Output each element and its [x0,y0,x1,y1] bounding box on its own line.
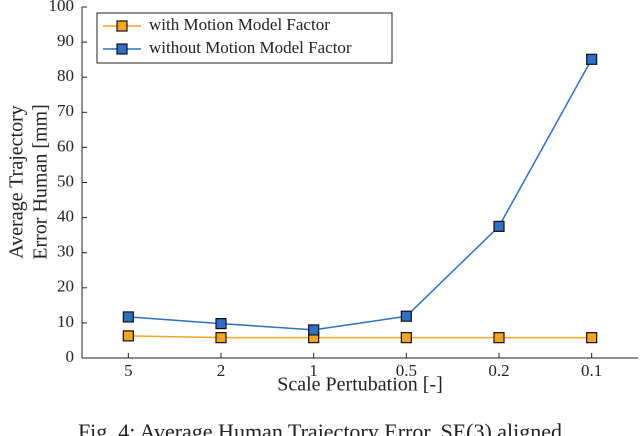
legend-marker [116,43,128,55]
x-tick-label: 2 [217,361,226,380]
y-tick-label: 70 [57,101,74,120]
point-marker [400,310,412,322]
y-tick-label: 80 [57,66,74,85]
x-tick-label: 5 [124,361,133,380]
series-line [128,335,592,339]
point-marker [493,332,505,344]
series-line [128,58,593,331]
y-tick-label: 90 [57,31,74,50]
y-tick-label: 10 [57,312,74,331]
legend-label: with Motion Model Factor [149,15,330,34]
point-marker [586,53,598,65]
legend-label: without Motion Model Factor [149,38,352,57]
point-marker [122,311,134,323]
point-marker [215,318,227,330]
y-tick-label: 50 [57,171,74,190]
x-axis-label: Scale Pertubation [-] [277,374,443,396]
legend-marker [116,20,128,32]
x-tick-label: 0.2 [488,361,509,380]
caption: Fig. 4: Average Human Trajectory Error. … [78,419,562,436]
point-marker [122,330,134,342]
point-marker [215,332,227,344]
x-tick-label: 1 [309,361,318,380]
y-tick-label: 30 [57,242,74,261]
y-axis-label: Average Trajectory [6,105,28,258]
y-tick-label: 100 [49,0,75,15]
x-tick-label: 0.1 [581,361,602,380]
point-marker [400,332,412,344]
y-tick-label: 20 [57,277,74,296]
point-marker [493,220,505,232]
y-tick-label: 40 [57,207,74,226]
point-marker [308,324,320,336]
y-axis-label: Error Human [mm] [30,104,52,260]
legend-box [96,12,393,64]
x-tick-label: 0.5 [396,361,417,380]
point-marker [586,332,598,344]
y-tick-label: 0 [66,347,75,366]
y-tick-label: 60 [57,136,74,155]
